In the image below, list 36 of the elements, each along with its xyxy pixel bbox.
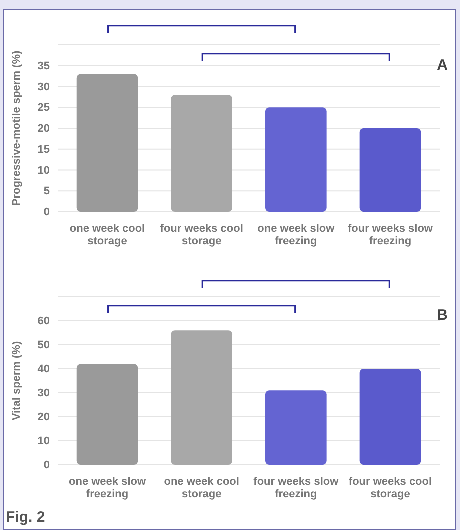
y-tick-label: 30 — [38, 81, 50, 94]
bar — [76, 74, 138, 212]
y-tick-label: 20 — [38, 412, 50, 424]
y-axis-title: Vital sperm (%) — [11, 341, 23, 421]
bar — [171, 330, 232, 465]
x-tick-label: four weeks cool storage — [348, 476, 432, 501]
y-tick-label: 15 — [38, 144, 50, 156]
x-tick-label: one week cool storage — [164, 476, 240, 501]
y-tick-label: 20 — [38, 123, 50, 136]
x-tick-label: four weeks slow freezing — [254, 476, 340, 501]
y-tick-label: 0 — [44, 206, 50, 219]
y-tick-label: 40 — [38, 364, 50, 376]
x-tick-label: one week slow freezing — [258, 222, 336, 248]
bar — [360, 128, 422, 212]
bar — [360, 369, 422, 465]
x-tick-label: four weeks slow freezing — [348, 222, 434, 248]
y-tick-label: 35 — [38, 60, 50, 72]
y-tick-label: 25 — [38, 102, 50, 114]
x-tick-label: one week slow freezing — [69, 476, 146, 501]
annotation: A — [437, 57, 448, 74]
bar — [76, 364, 138, 465]
y-tick-label: 10 — [38, 164, 50, 177]
y-tick-label: 60 — [38, 316, 50, 328]
caption: Fig. 2 — [6, 509, 46, 526]
bar — [266, 108, 327, 212]
y-axis-title: Progressive-motile sperm (%) — [11, 50, 23, 206]
y-tick-label: 5 — [44, 186, 50, 198]
x-tick-label: four weeks cool storage — [160, 222, 244, 248]
bar — [171, 95, 232, 212]
y-tick-label: 0 — [44, 460, 50, 472]
y-tick-label: 30 — [38, 388, 50, 400]
y-tick-label: 10 — [38, 436, 50, 448]
annotation: B — [437, 307, 448, 324]
x-tick-label: one week cool storage — [70, 222, 146, 248]
y-tick-label: 50 — [38, 340, 50, 352]
bar — [266, 390, 327, 465]
